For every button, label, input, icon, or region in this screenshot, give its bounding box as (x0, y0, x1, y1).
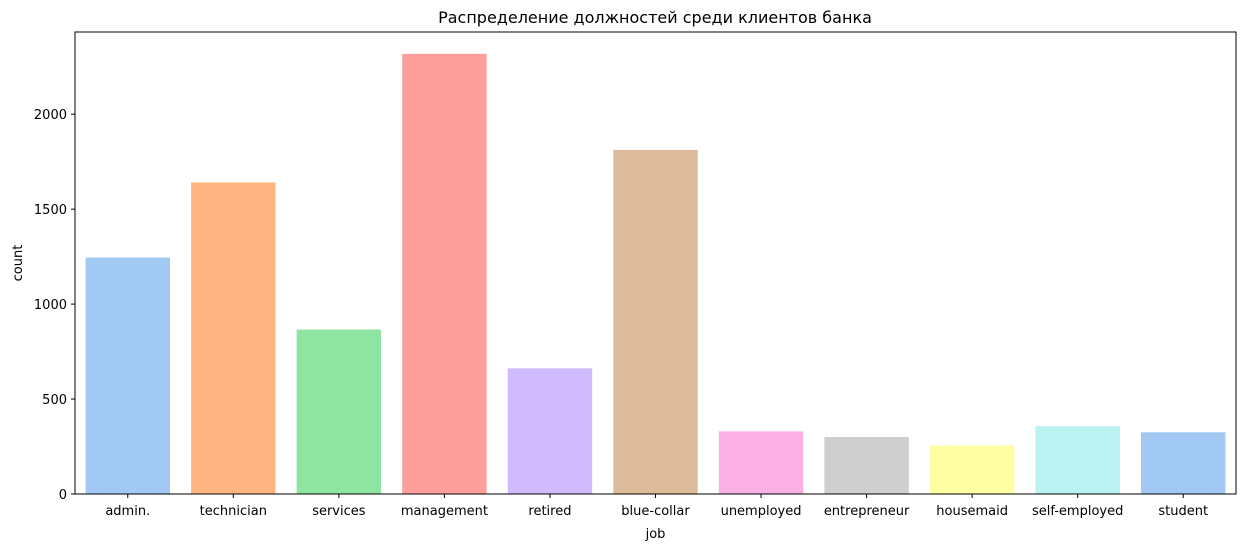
bar-management (402, 53, 487, 494)
x-tick-label: management (401, 504, 488, 519)
bar-services (296, 329, 382, 494)
x-tick-label: blue-collar (621, 504, 690, 519)
bar-admin (85, 257, 170, 494)
x-tick-label: technician (200, 504, 267, 519)
x-tick-label: housemaid (936, 504, 1008, 519)
x-tick-label: self-employed (1032, 504, 1123, 519)
y-tick-label: 1500 (34, 203, 67, 218)
bar-unemployed (718, 431, 804, 494)
bar-technician (191, 182, 276, 495)
bar-self-employed (1035, 426, 1120, 494)
plot-frame (74, 31, 1237, 495)
bar-student (1141, 432, 1226, 494)
x-axis-label: job (645, 527, 666, 542)
y-axis-ticks: 0 500 1000 1500 2000 (34, 108, 75, 503)
x-axis-ticks: admin. technician services management retire… (105, 494, 1208, 519)
x-tick-label: admin. (105, 504, 150, 519)
y-tick-label: 0 (59, 488, 67, 503)
y-tick-label: 2000 (34, 108, 67, 123)
x-tick-label: student (1158, 504, 1208, 519)
bar-entrepreneur (824, 437, 909, 494)
y-axis-label: count (11, 245, 26, 282)
x-tick-label: retired (528, 504, 571, 519)
bar-retired (507, 368, 593, 494)
x-tick-label: unemployed (721, 504, 802, 519)
bar-housemaid (929, 445, 1015, 494)
bars-group (85, 53, 1226, 495)
x-tick-label: entrepreneur (824, 504, 910, 519)
bar-blue-collar (613, 149, 698, 494)
x-tick-label: services (312, 504, 366, 519)
y-tick-label: 1000 (34, 298, 67, 313)
y-tick-label: 500 (42, 393, 67, 408)
chart-title: Распределение должностей среди клиентов … (438, 8, 872, 27)
